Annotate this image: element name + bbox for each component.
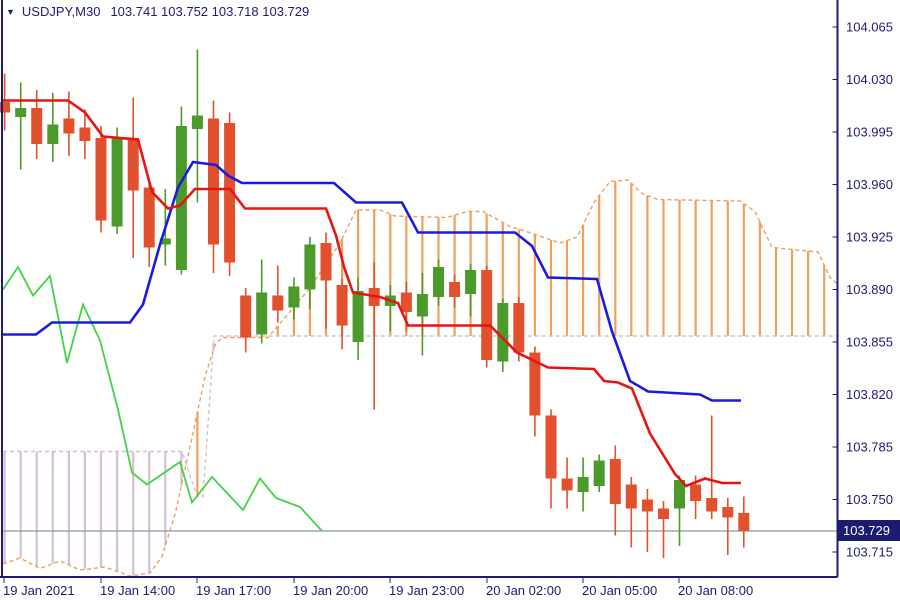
candle	[400, 292, 412, 312]
svg-text:103.925: 103.925	[846, 230, 893, 245]
candle	[127, 139, 139, 191]
svg-text:104.065: 104.065	[846, 20, 893, 35]
candle	[722, 507, 734, 518]
candle	[416, 294, 428, 317]
svg-text:19 Jan 20:00: 19 Jan 20:00	[293, 583, 368, 598]
candle	[224, 123, 236, 263]
senkou-span-b-line	[3, 335, 837, 498]
symbol-period-label: USDJPY,M30	[21, 4, 101, 19]
candle	[0, 102, 11, 113]
candle	[352, 291, 364, 342]
candle	[449, 282, 461, 297]
svg-text:19 Jan 2021: 19 Jan 2021	[3, 583, 75, 598]
candle	[175, 126, 187, 270]
candle	[690, 484, 702, 501]
candle	[545, 415, 557, 479]
svg-text:20 Jan 08:00: 20 Jan 08:00	[678, 583, 753, 598]
ichimoku-cloud-hatch	[3, 181, 826, 576]
candle	[288, 286, 300, 308]
candle	[304, 244, 316, 290]
svg-text:19 Jan 23:00: 19 Jan 23:00	[389, 583, 464, 598]
candle	[529, 352, 541, 416]
candle	[625, 484, 637, 509]
price-axis-labels[interactable]: 104.065 104.030 103.995 103.960 103.925 103.8…	[832, 20, 894, 560]
candle	[674, 480, 685, 509]
candle	[481, 270, 493, 360]
svg-text:20 Jan 02:00: 20 Jan 02:00	[486, 583, 561, 598]
candle	[256, 292, 268, 335]
chikou-span-line	[2, 265, 323, 532]
candle	[272, 295, 284, 311]
candle	[738, 513, 750, 531]
ohlc-values-label: 103.741 103.752 103.718 103.729	[110, 4, 310, 19]
candle	[47, 124, 59, 144]
svg-text:103.785: 103.785	[846, 440, 893, 455]
candle	[706, 498, 718, 512]
candle	[95, 138, 107, 221]
chart-symbol-header: ▼ USDJPY,M30 103.741 103.752 103.718 103…	[6, 4, 309, 19]
candle	[577, 477, 589, 492]
candle	[561, 478, 573, 491]
candle	[15, 108, 27, 117]
candle	[433, 267, 444, 297]
candle	[497, 303, 509, 362]
time-axis-labels[interactable]: 19 Jan 2021 19 Jan 14:00 19 Jan 17:00 19 Ja…	[3, 577, 753, 598]
candle	[143, 187, 155, 248]
svg-text:103.715: 103.715	[846, 545, 893, 560]
candle	[658, 508, 669, 519]
svg-text:103.890: 103.890	[846, 282, 893, 297]
svg-text:103.820: 103.820	[846, 387, 893, 402]
svg-text:104.030: 104.030	[846, 72, 893, 87]
svg-text:19 Jan 14:00: 19 Jan 14:00	[100, 583, 175, 598]
candle	[63, 118, 75, 134]
candle	[641, 499, 653, 512]
svg-text:103.855: 103.855	[846, 335, 893, 350]
candle	[159, 238, 171, 245]
tenkan-sen-line	[3, 99, 741, 488]
svg-text:19 Jan 17:00: 19 Jan 17:00	[196, 583, 271, 598]
svg-text:103.750: 103.750	[846, 492, 893, 507]
kijun-sen-line	[3, 160, 741, 402]
dropdown-arrow-icon[interactable]: ▼	[6, 6, 15, 17]
candle	[208, 118, 219, 245]
candle	[593, 460, 605, 486]
senkou-span-a-line	[2, 179, 838, 577]
candle	[513, 303, 525, 353]
candle	[240, 295, 252, 338]
candle	[609, 459, 621, 504]
current-price-tag: 103.729	[837, 520, 900, 541]
candle	[79, 127, 91, 141]
svg-text:20 Jan 05:00: 20 Jan 05:00	[582, 583, 657, 598]
candle	[111, 138, 123, 227]
candles-layer	[0, 49, 750, 558]
svg-text:103.995: 103.995	[846, 125, 893, 140]
svg-text:103.960: 103.960	[846, 177, 893, 192]
candle	[336, 285, 348, 326]
candle	[465, 270, 477, 294]
candle	[31, 108, 43, 144]
candle	[191, 115, 203, 129]
candle	[320, 243, 332, 281]
